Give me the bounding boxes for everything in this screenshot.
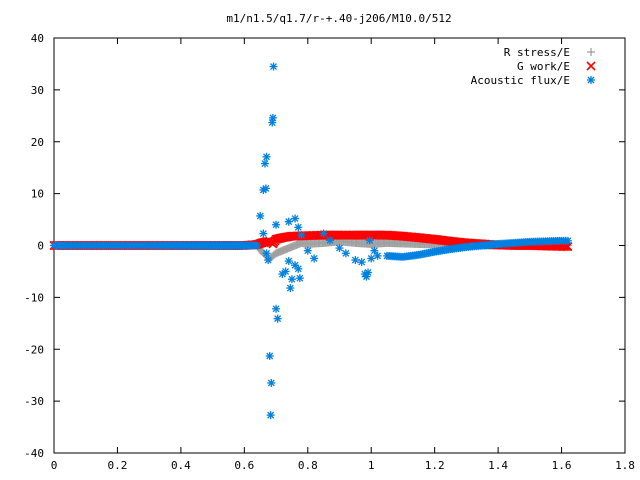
data-point: [563, 236, 572, 245]
data-point: [281, 267, 290, 276]
data-point: [272, 220, 281, 229]
data-point: [295, 274, 304, 283]
data-point: [286, 284, 295, 293]
data-point: [351, 256, 360, 265]
data-point: [291, 214, 300, 223]
y-tick-label: 20: [31, 136, 44, 149]
axis-ticks: 0 0.2 0.4 0.6 0.8 1 1.2 1.4 1.6 1.8 40 30 20 10 0 -10 -2…: [24, 32, 635, 472]
data-point: [273, 314, 282, 323]
legend-label: R stress/E: [504, 46, 570, 59]
data-point: [256, 211, 265, 220]
y-tick-label: 10: [31, 188, 44, 201]
data-point: [267, 378, 276, 387]
data-point: [272, 304, 281, 313]
data-point: [303, 246, 312, 255]
x-tick-label: 0.8: [298, 459, 318, 472]
data-point: [284, 217, 293, 226]
data-point: [264, 256, 273, 265]
data-point: [268, 113, 277, 122]
y-tick-label: -20: [24, 343, 44, 356]
data-point: [269, 62, 278, 71]
legend-label: G work/E: [517, 60, 570, 73]
data-point: [297, 231, 306, 240]
y-tick-label: -40: [24, 447, 44, 460]
x-tick-label: 1: [368, 459, 375, 472]
x-tick-label: 0.2: [108, 459, 128, 472]
data-point: [261, 184, 270, 193]
data-point: [253, 241, 262, 250]
data-point: [341, 249, 350, 258]
data-point: [335, 244, 344, 253]
data-point: [310, 254, 319, 263]
series-2: [50, 62, 572, 420]
data-point: [325, 236, 334, 245]
data-point: [365, 236, 374, 245]
x-tick-label: 0.6: [234, 459, 254, 472]
y-tick-label: -30: [24, 395, 44, 408]
chart-title: m1/n1.5/q1.7/r-+.40-j206/M10.0/512: [226, 12, 451, 25]
x-tick-label: 0: [51, 459, 58, 472]
legend-marker: [586, 61, 596, 71]
x-tick-label: 1.6: [552, 459, 572, 472]
y-tick-label: 40: [31, 32, 44, 45]
x-tick-label: 1.8: [615, 459, 635, 472]
data-point: [260, 159, 269, 168]
y-tick-label: 0: [37, 240, 44, 253]
data-marks: [49, 62, 573, 420]
data-point: [262, 152, 271, 161]
data-point: [319, 229, 328, 238]
data-point: [262, 249, 271, 258]
data-point: [357, 258, 366, 267]
x-tick-label: 1.2: [425, 459, 445, 472]
data-point: [287, 275, 296, 284]
data-point: [370, 246, 379, 255]
data-point: [364, 268, 373, 277]
data-point: [373, 251, 382, 260]
x-tick-label: 0.4: [171, 459, 191, 472]
data-point: [265, 351, 274, 360]
x-tick-label: 1.4: [488, 459, 508, 472]
legend-label: Acoustic flux/E: [471, 74, 570, 87]
y-tick-label: -10: [24, 291, 44, 304]
legend-marker: [587, 48, 595, 56]
data-point: [367, 254, 376, 263]
data-point: [259, 229, 268, 238]
y-tick-label: 30: [31, 84, 44, 97]
legend-marker: [587, 76, 595, 84]
data-point: [294, 264, 303, 273]
data-point: [266, 411, 275, 420]
data-point: [284, 257, 293, 266]
data-point: [294, 223, 303, 232]
